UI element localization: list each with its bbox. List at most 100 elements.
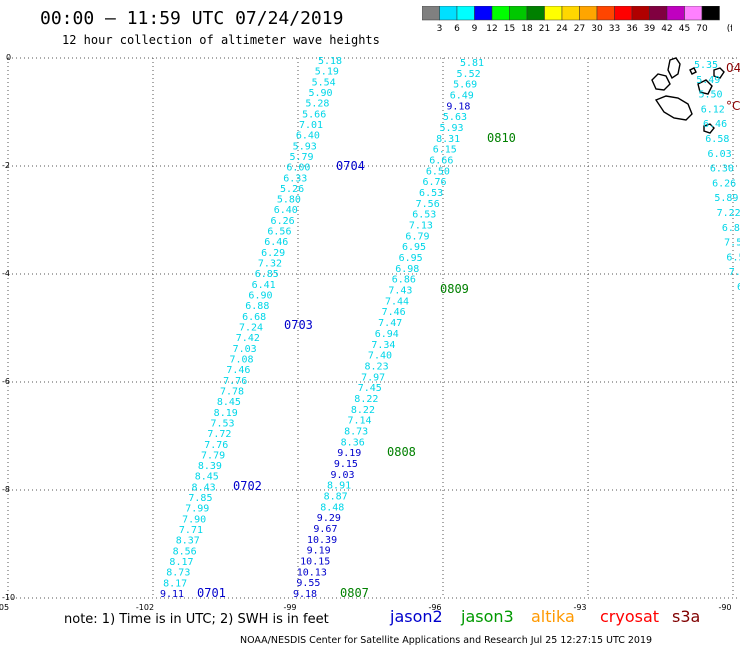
colorbar-swatch: [614, 6, 633, 21]
lat-tick-label: -2: [2, 161, 10, 170]
wave-height-value: 9.55: [296, 578, 320, 589]
wave-height-value: 8.56: [173, 546, 197, 557]
wave-height-value: 7.13: [409, 221, 433, 232]
wave-height-value: 8.23: [365, 361, 389, 372]
colorbar-swatch: [649, 6, 668, 21]
colorbar-swatch: [474, 6, 493, 21]
wave-height-value: 6.68: [242, 312, 266, 323]
island-outline: [689, 67, 697, 75]
wave-height-value: 7.03: [233, 344, 257, 355]
wave-height-value: 5.80: [277, 195, 301, 206]
wave-height-value: 6.53: [419, 188, 443, 199]
legend-jason3: jason3: [461, 607, 514, 626]
wave-height-value: 6.00: [286, 163, 310, 174]
wave-height-value: 6.58: [705, 134, 729, 145]
wave-height-value: 6.49: [450, 91, 474, 102]
wave-height-value: 10.13: [297, 567, 327, 578]
wave-height-value: 8.73: [166, 568, 190, 579]
wave-height-value: 6.88: [245, 301, 269, 312]
colorbar-unit: (ft): [727, 24, 732, 34]
wave-height-value: 5.63: [443, 112, 467, 123]
altimeter-tracks: 5.185.195.545.905.285.667.016.405.935.79…: [160, 56, 740, 600]
wave-height-value: 7.24: [239, 323, 263, 334]
wave-height-value: 5.69: [453, 80, 477, 91]
axis-labels: -105 -102 -99 -96 -93 -90 0 -2 -4 -6 -8 -10: [0, 53, 732, 612]
island-label: °C: [726, 99, 740, 113]
wave-height-value: 6.30: [710, 164, 734, 175]
wave-height-value: 6.98: [395, 264, 419, 275]
wave-height-value: 7.42: [236, 333, 260, 344]
colorbar-tick: 3: [437, 24, 443, 34]
lat-tick-label: -4: [2, 269, 10, 278]
wave-height-value: 8.45: [195, 472, 219, 483]
wave-height-value: 8.36: [341, 437, 365, 448]
wave-height-value: 8.17: [169, 557, 193, 568]
colorbar-swatch: [561, 6, 580, 21]
wave-height-value: 6.85: [255, 269, 279, 280]
colorbar-swatch: [509, 6, 528, 21]
lon-tick-label: -99: [283, 603, 296, 612]
wave-height-value: 7.5: [724, 238, 740, 249]
wave-height-value: 8.37: [176, 536, 200, 547]
wave-height-value: 5.90: [308, 88, 332, 99]
legend-jason2: jason2: [390, 607, 443, 626]
colorbar-swatch: [701, 6, 720, 21]
wave-height-value: 7.53: [211, 418, 235, 429]
wave-height-value: 6.26: [712, 178, 736, 189]
wave-height-value: 5.50: [698, 90, 722, 101]
pass-label: 0810: [487, 131, 516, 145]
wave-height-value: 6.95: [399, 253, 423, 264]
wave-height-value: 7.56: [416, 199, 440, 210]
colorbar-tick: 36: [626, 24, 638, 34]
wave-height-value: 7.76: [223, 376, 247, 387]
wave-height-value: 7.47: [378, 318, 402, 329]
wave-height-value: 6.46: [703, 119, 727, 130]
lon-tick-label: -102: [136, 603, 154, 612]
island-outline: [654, 95, 693, 121]
colorbar-tick: 12: [486, 24, 497, 34]
colorbar-tick: 24: [556, 24, 568, 34]
wave-height-value: 6.29: [261, 248, 285, 259]
wave-height-value: 5.18: [318, 56, 342, 67]
wave-height-value: 8.19: [214, 408, 238, 419]
wave-height-value: 7.99: [185, 504, 209, 515]
wave-height-value: 8.91: [327, 481, 351, 492]
wave-height-value: 7.40: [368, 351, 392, 362]
wave-height-value: 7.78: [220, 386, 244, 397]
island-outline: [697, 79, 713, 95]
page-title: 00:00 – 11:59 UTC 07/24/2019: [40, 8, 344, 29]
colorbar-swatch: [579, 6, 598, 21]
legend-cryosat: cryosat: [600, 607, 660, 626]
colorbar-tick: 39: [644, 24, 656, 34]
legend-s3a: s3a: [672, 607, 701, 626]
wave-height-value: 5.93: [440, 123, 464, 134]
colorbar-swatch: [631, 6, 650, 21]
pass-label: 0809: [440, 282, 469, 296]
wave-height-value: 5.28: [305, 99, 329, 110]
wave-height-value: 8.39: [198, 461, 222, 472]
wave-height-value: 5.35: [694, 60, 718, 71]
wave-height-value: 6.41: [252, 280, 276, 291]
wave-height-value: 6.94: [375, 329, 399, 340]
wave-height-value: 9.18: [446, 101, 470, 112]
wave-height-value: 5.81: [460, 58, 484, 69]
colorbar-swatch: [491, 6, 510, 21]
wave-height-value: 7.44: [385, 296, 409, 307]
wave-height-value: 8.22: [354, 394, 378, 405]
wave-height-value: 9.03: [330, 470, 354, 481]
lat-tick-label: 0: [6, 53, 11, 62]
wave-height-value: 9.15: [334, 459, 358, 470]
lon-tick-label: -105: [0, 603, 9, 612]
pass-label: 0704: [336, 159, 365, 173]
wave-height-value: 6.76: [422, 177, 446, 188]
lon-tick-label: -96: [428, 603, 441, 612]
wave-height-value: 5.66: [302, 109, 326, 120]
lat-tick-label: -8: [2, 485, 10, 494]
pass-label: 0808: [387, 445, 416, 459]
wave-height-value: 7.71: [179, 525, 203, 536]
wave-height-value: 7.46: [382, 307, 406, 318]
wave-height-value: 6.66: [429, 156, 453, 167]
wave-height-value: 6.12: [701, 104, 725, 115]
wave-height-value: 9.18: [293, 589, 317, 600]
island-outline: [703, 123, 715, 134]
